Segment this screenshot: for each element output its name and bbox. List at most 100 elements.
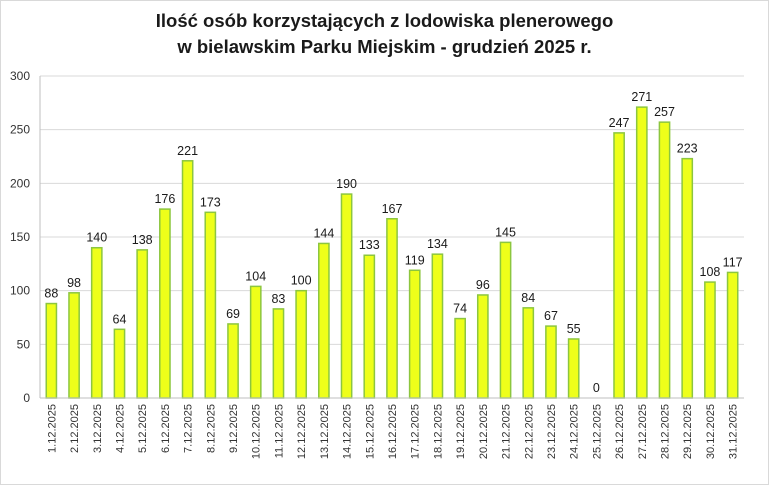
x-tick-label: 24.12.2025: [569, 404, 581, 459]
data-label: 67: [544, 309, 558, 323]
x-tick-label: 9.12.2025: [228, 404, 240, 453]
y-tick-label: 0: [23, 391, 30, 405]
x-tick-label: 6.12.2025: [160, 404, 172, 453]
data-label: 88: [44, 287, 58, 301]
x-tick-label: 12.12.2025: [296, 404, 308, 459]
data-label: 55: [567, 322, 581, 336]
data-label: 117: [723, 255, 743, 269]
bar: [363, 254, 376, 399]
y-tick-label: 300: [10, 69, 30, 83]
bar: [499, 241, 512, 399]
bars: [45, 106, 739, 399]
x-tick-label: 15.12.2025: [364, 404, 376, 459]
data-label: 176: [154, 192, 175, 206]
bar: [476, 294, 489, 399]
bar: [431, 253, 444, 399]
x-tick-label: 1.12.2025: [46, 404, 58, 453]
data-label: 133: [359, 238, 380, 252]
data-label: 119: [405, 253, 425, 267]
x-tick-label: 14.12.2025: [342, 404, 354, 459]
bar: [386, 218, 398, 399]
x-tick-label: 17.12.2025: [410, 404, 422, 459]
bar: [567, 338, 580, 399]
x-tick-label: 31.12.2025: [728, 404, 740, 459]
bar: [136, 249, 149, 399]
bar: [159, 208, 171, 399]
data-label: 74: [453, 302, 467, 316]
x-tick-label: 26.12.2025: [614, 404, 626, 459]
data-labels: 88 98 140 64 138 176 221 173 69 104 83 100 144 190 133…: [44, 90, 742, 395]
bar: [295, 289, 308, 399]
bar: [681, 157, 694, 399]
y-axis: 0 50 100 150 200 250 300: [10, 69, 41, 405]
x-tick-label: 19.12.2025: [455, 404, 467, 459]
bar: [272, 308, 285, 399]
x-tick-label: 8.12.2025: [205, 404, 217, 453]
bar: [113, 328, 126, 399]
x-tick-label: 30.12.2025: [705, 404, 717, 459]
data-label: 84: [521, 291, 535, 305]
bar: [408, 269, 421, 399]
y-tick-label: 100: [10, 284, 30, 298]
bar: [45, 302, 58, 399]
data-label: 138: [132, 233, 153, 247]
data-label: 104: [245, 269, 266, 283]
x-tick-label: 27.12.2025: [637, 404, 649, 459]
y-tick-label: 200: [10, 176, 30, 190]
x-tick-label: 4.12.2025: [114, 404, 126, 453]
x-tick-label: 29.12.2025: [682, 404, 694, 459]
data-label: 190: [336, 177, 357, 191]
data-label: 167: [382, 202, 403, 216]
data-label: 221: [177, 144, 198, 158]
data-label: 134: [427, 237, 448, 251]
data-label: 96: [476, 278, 490, 292]
x-tick-label: 16.12.2025: [387, 404, 399, 459]
x-axis: 1.12.2025 2.12.2025 3.12.2025 4.12.2025 5.12…: [40, 397, 744, 459]
x-tick-label: 20.12.2025: [478, 404, 490, 459]
data-label: 64: [113, 312, 127, 326]
x-tick-label: 25.12.2025: [591, 404, 603, 459]
bar: [68, 292, 80, 399]
bar: [545, 325, 557, 399]
x-tick-label: 10.12.2025: [251, 404, 263, 459]
data-label: 108: [700, 265, 721, 279]
bar: [522, 307, 535, 399]
data-label: 271: [631, 90, 652, 104]
data-label: 140: [86, 231, 107, 245]
chart-title-line-2: w bielawskim Parku Miejskim - grudzień 2…: [177, 36, 592, 57]
chart-title-line-1: Ilość osób korzystających z lodowiska pl…: [155, 10, 614, 31]
x-tick-label: 23.12.2025: [546, 404, 558, 459]
data-label: 173: [200, 195, 221, 209]
data-label: 69: [226, 307, 240, 321]
data-label: 144: [313, 226, 334, 240]
data-label: 223: [677, 142, 698, 156]
bar: [635, 106, 648, 399]
x-tick-label: 22.12.2025: [523, 404, 535, 459]
bar: [454, 317, 466, 399]
x-tick-label: 7.12.2025: [183, 404, 195, 453]
data-label: 100: [291, 274, 312, 288]
bar: [249, 285, 262, 399]
x-tick-label: 11.12.2025: [273, 404, 285, 458]
data-label: 83: [271, 292, 285, 306]
y-tick-label: 150: [10, 230, 30, 244]
bar: [340, 193, 353, 399]
data-label: 0: [593, 381, 600, 395]
chart-title: Ilość osób korzystających z lodowiska pl…: [0, 8, 769, 60]
data-label: 257: [654, 105, 675, 119]
x-tick-label: 13.12.2025: [319, 404, 331, 459]
bar: [318, 242, 330, 399]
x-tick-label: 2.12.2025: [69, 404, 81, 453]
data-label: 98: [67, 276, 81, 290]
y-tick-label: 50: [17, 337, 31, 351]
bar: [227, 323, 239, 399]
x-tick-label: 28.12.2025: [660, 404, 672, 459]
bar: [704, 281, 716, 399]
bar: [726, 271, 739, 399]
x-tick-label: 5.12.2025: [137, 404, 149, 453]
bar: [204, 211, 217, 399]
bar: [658, 121, 671, 399]
x-tick-label: 18.12.2025: [432, 404, 444, 459]
bar: [90, 246, 103, 399]
